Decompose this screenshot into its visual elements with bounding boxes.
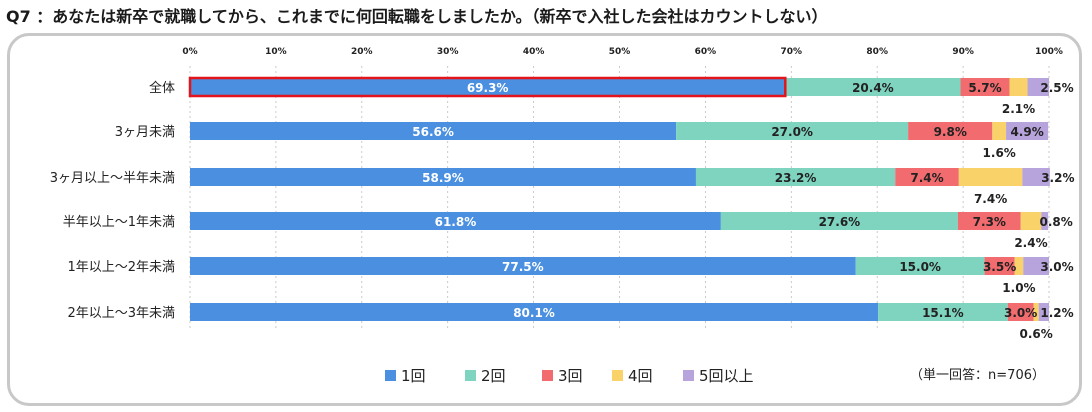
x-tick-label: 40% xyxy=(523,47,545,57)
data-label: 4.9% xyxy=(1010,125,1043,139)
legend-label: 3回 xyxy=(558,367,583,385)
category-label: 1年以上～2年未満 xyxy=(67,260,175,275)
bar-segment xyxy=(1014,257,1024,275)
bar-segment xyxy=(190,168,696,186)
bar-segment xyxy=(895,168,959,186)
bar-segment xyxy=(190,257,856,275)
data-label: 77.5% xyxy=(502,260,544,274)
legend-label: 4回 xyxy=(628,367,653,385)
legend-label: 5回以上 xyxy=(699,367,754,385)
x-tick-label: 0% xyxy=(182,47,197,57)
x-tick-label: 10% xyxy=(265,47,287,57)
bar-segment xyxy=(958,168,1023,186)
x-tick-label: 60% xyxy=(695,47,717,57)
x-tick-label: 90% xyxy=(952,47,974,57)
bar-segment xyxy=(190,303,879,321)
x-tick-label: 30% xyxy=(437,47,459,57)
chart-title: Q7 ：あなたは新卒で就職してから、これまでに何回転職をしましたか。（新卒で入社… xyxy=(6,7,828,26)
data-label: 5.7% xyxy=(968,81,1001,95)
legend-swatch xyxy=(542,370,553,381)
data-label: 9.8% xyxy=(934,125,967,139)
category-label: 3ヶ月以上～半年未満 xyxy=(50,171,175,186)
legend-swatch xyxy=(465,370,476,381)
bar-segment xyxy=(190,78,786,96)
bar-segment xyxy=(984,257,1015,275)
data-label: 7.3% xyxy=(973,215,1006,229)
category-label: 2年以上～3年未満 xyxy=(67,306,175,321)
bar-segment xyxy=(1038,303,1049,321)
bar-segment xyxy=(190,212,721,230)
bar-segment xyxy=(190,122,677,140)
bar-segment xyxy=(1041,212,1049,230)
bar-segment xyxy=(1009,78,1028,96)
data-label: 3.5% xyxy=(983,260,1016,274)
legend-label: 1回 xyxy=(401,367,426,385)
bar-segment xyxy=(1007,303,1034,321)
data-label: 2.4% xyxy=(1014,236,1047,250)
data-label: 2.1% xyxy=(1002,102,1035,116)
data-label: 56.6% xyxy=(412,125,454,139)
x-tick-label: 100% xyxy=(1035,47,1063,57)
data-label: 1.0% xyxy=(1002,281,1035,295)
data-label: 58.9% xyxy=(422,171,464,185)
data-label: 2.5% xyxy=(1040,81,1073,95)
data-label: 69.3% xyxy=(467,81,509,95)
data-label: 61.8% xyxy=(435,215,477,229)
bar-segment xyxy=(720,212,958,230)
bar-segment xyxy=(878,303,1008,321)
legend-swatch xyxy=(683,370,694,381)
bar-segment xyxy=(1023,257,1049,275)
bar-segment xyxy=(1020,212,1042,230)
category-label: 半年以上～1年未満 xyxy=(63,215,175,230)
bar-segment xyxy=(785,78,961,96)
category-label: 全体 xyxy=(149,80,175,96)
bar-segment xyxy=(1027,78,1049,96)
bar-segment xyxy=(1006,122,1049,140)
bar-segment xyxy=(992,122,1007,140)
data-label: 27.6% xyxy=(819,215,861,229)
data-label: 3.2% xyxy=(1041,171,1074,185)
data-label: 3.0% xyxy=(1040,260,1073,274)
x-tick-label: 70% xyxy=(781,47,803,57)
bar-segment xyxy=(695,168,896,186)
data-label: 0.6% xyxy=(1019,327,1052,341)
legend-label: 2回 xyxy=(481,367,506,385)
data-label: 1.2% xyxy=(1040,306,1073,320)
bar-segment xyxy=(957,212,1021,230)
x-tick-label: 80% xyxy=(866,47,888,57)
data-label: 1.6% xyxy=(983,146,1016,160)
bar-segment xyxy=(676,122,909,140)
legend-swatch xyxy=(385,370,396,381)
data-label: 7.4% xyxy=(974,192,1007,206)
category-label: 3ヶ月未満 xyxy=(115,125,175,140)
data-label: 15.1% xyxy=(922,306,964,320)
data-label: 80.1% xyxy=(513,306,555,320)
data-label: 23.2% xyxy=(775,171,817,185)
x-tick-label: 20% xyxy=(351,47,373,57)
bar-segment xyxy=(960,78,1010,96)
bar-segment xyxy=(855,257,985,275)
sample-size-note: （単一回答：n=706） xyxy=(910,367,1045,383)
data-label: 0.8% xyxy=(1040,215,1073,229)
bar-segment xyxy=(1033,303,1039,321)
legend-swatch xyxy=(612,370,623,381)
highlight-outline xyxy=(188,76,787,98)
data-label: 27.0% xyxy=(771,125,813,139)
data-label: 20.4% xyxy=(852,81,894,95)
x-tick-label: 50% xyxy=(609,47,631,57)
data-label: 7.4% xyxy=(910,171,943,185)
bar-segment xyxy=(1022,168,1050,186)
bar-segment xyxy=(908,122,993,140)
data-label: 3.0% xyxy=(1004,306,1037,320)
data-label: 15.0% xyxy=(899,260,941,274)
